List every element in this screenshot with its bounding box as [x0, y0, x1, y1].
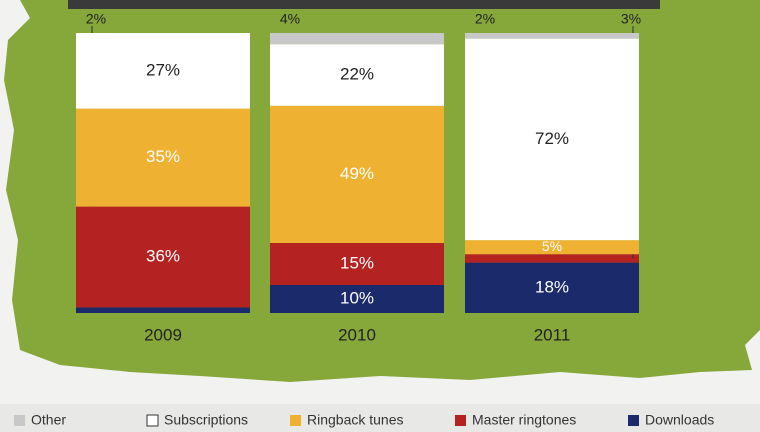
data-label: 10%	[340, 288, 374, 307]
x-tick-label: 2010	[338, 325, 376, 344]
title-banner	[68, 0, 660, 9]
bar-segment	[465, 262, 639, 313]
data-label: 36%	[146, 246, 180, 265]
bar-segment	[76, 108, 250, 207]
bar-segment	[465, 254, 639, 263]
data-label: 3%	[621, 11, 641, 27]
bar-segment	[76, 206, 250, 308]
legend-swatch	[14, 415, 25, 426]
x-tick-label: 2009	[144, 325, 182, 344]
legend-label: Ringback tunes	[307, 412, 404, 428]
data-label: 15%	[340, 253, 374, 272]
data-label: 22%	[340, 64, 374, 83]
legend-swatch	[628, 415, 639, 426]
bar-segment	[465, 33, 639, 39]
bar-segment	[270, 44, 444, 106]
legend-label: Downloads	[645, 412, 714, 428]
legend-label: Subscriptions	[164, 412, 248, 428]
bar-segment	[76, 33, 250, 109]
data-label: 2%	[475, 11, 495, 27]
data-label: 35%	[146, 147, 180, 166]
data-label: 72%	[535, 129, 569, 148]
data-label: 2%	[86, 11, 106, 27]
data-label: 5%	[542, 238, 562, 254]
data-label: 49%	[340, 164, 374, 183]
bar-segment	[270, 105, 444, 243]
legend-swatch	[455, 415, 466, 426]
data-label: 27%	[146, 60, 180, 79]
bar-segment	[270, 285, 444, 313]
legend-label: Master ringtones	[472, 412, 576, 428]
bar-segment	[270, 243, 444, 285]
data-label: 4%	[280, 11, 300, 27]
bar-segment	[270, 33, 444, 45]
x-tick-label: 2011	[534, 325, 571, 344]
bar-segment	[465, 240, 639, 255]
bar-segment	[465, 38, 639, 241]
bar-segment	[76, 307, 250, 313]
legend-swatch	[290, 415, 301, 426]
legend-label: Other	[31, 412, 66, 428]
legend-swatch	[146, 414, 159, 427]
data-label: 18%	[535, 277, 569, 296]
